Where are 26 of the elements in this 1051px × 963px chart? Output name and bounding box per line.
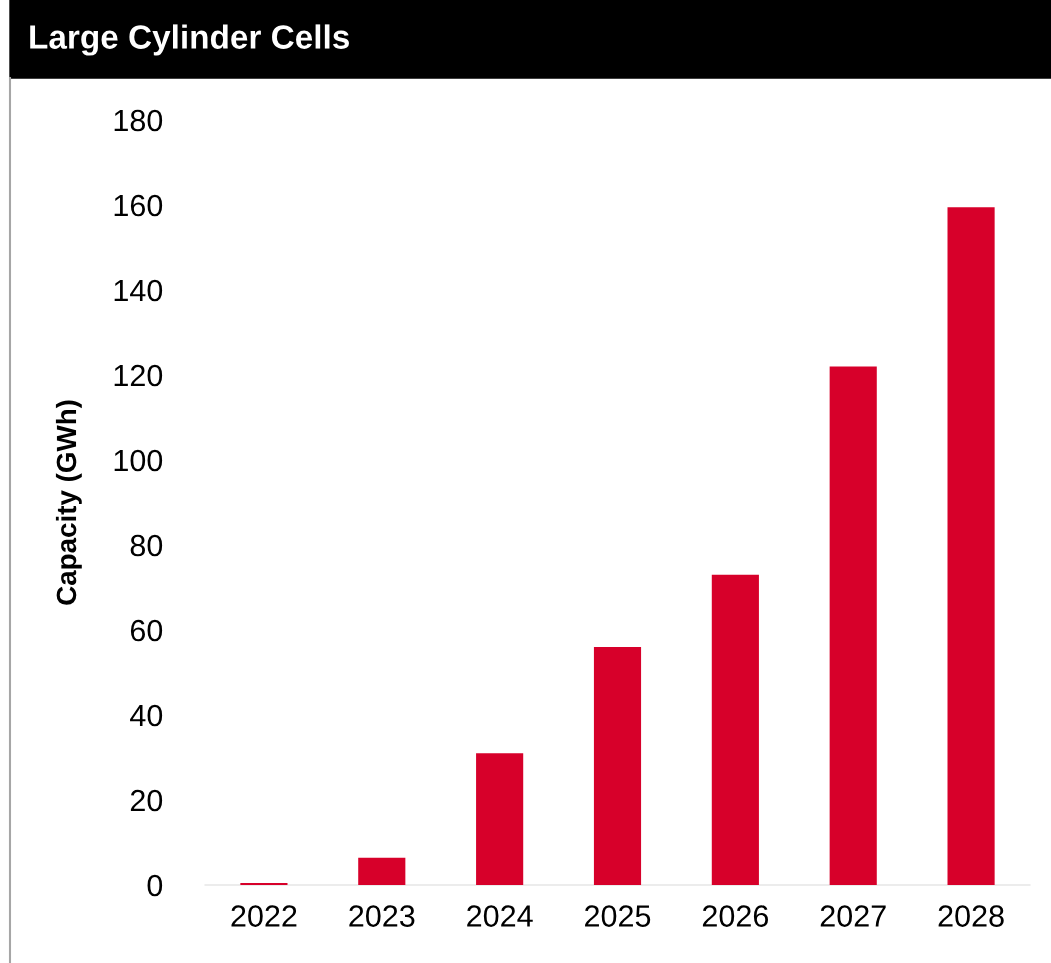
bar — [593, 647, 642, 885]
y-tick-label: 20 — [130, 789, 163, 812]
bar — [711, 574, 759, 885]
bar — [476, 753, 524, 885]
bar — [947, 207, 995, 885]
bar — [358, 857, 406, 885]
y-tick-label: 100 — [114, 449, 163, 472]
y-tick-label: 180 — [114, 109, 163, 132]
y-axis-title: Capacity (GWh) — [55, 400, 82, 605]
chart-title: Large Cylinder Cells — [30, 24, 349, 56]
x-tick-label: 2023 — [349, 905, 415, 927]
x-tick-label: 2025 — [585, 905, 651, 927]
x-tick-label: 2027 — [820, 905, 886, 927]
y-tick-label: 0 — [147, 874, 163, 897]
bar — [240, 882, 288, 885]
x-tick-label: 2022 — [231, 905, 297, 927]
y-tick-label: 60 — [130, 619, 163, 642]
y-tick-label: 80 — [130, 534, 163, 557]
bar — [829, 366, 877, 885]
y-tick-label: 120 — [114, 364, 163, 387]
y-tick-label: 140 — [114, 279, 163, 302]
x-tick-label: 2026 — [702, 905, 768, 927]
x-tick-label: 2024 — [467, 905, 533, 927]
x-tick-label: 2028 — [938, 905, 1004, 927]
y-tick-label: 40 — [130, 704, 163, 727]
y-tick-label: 160 — [114, 194, 163, 217]
